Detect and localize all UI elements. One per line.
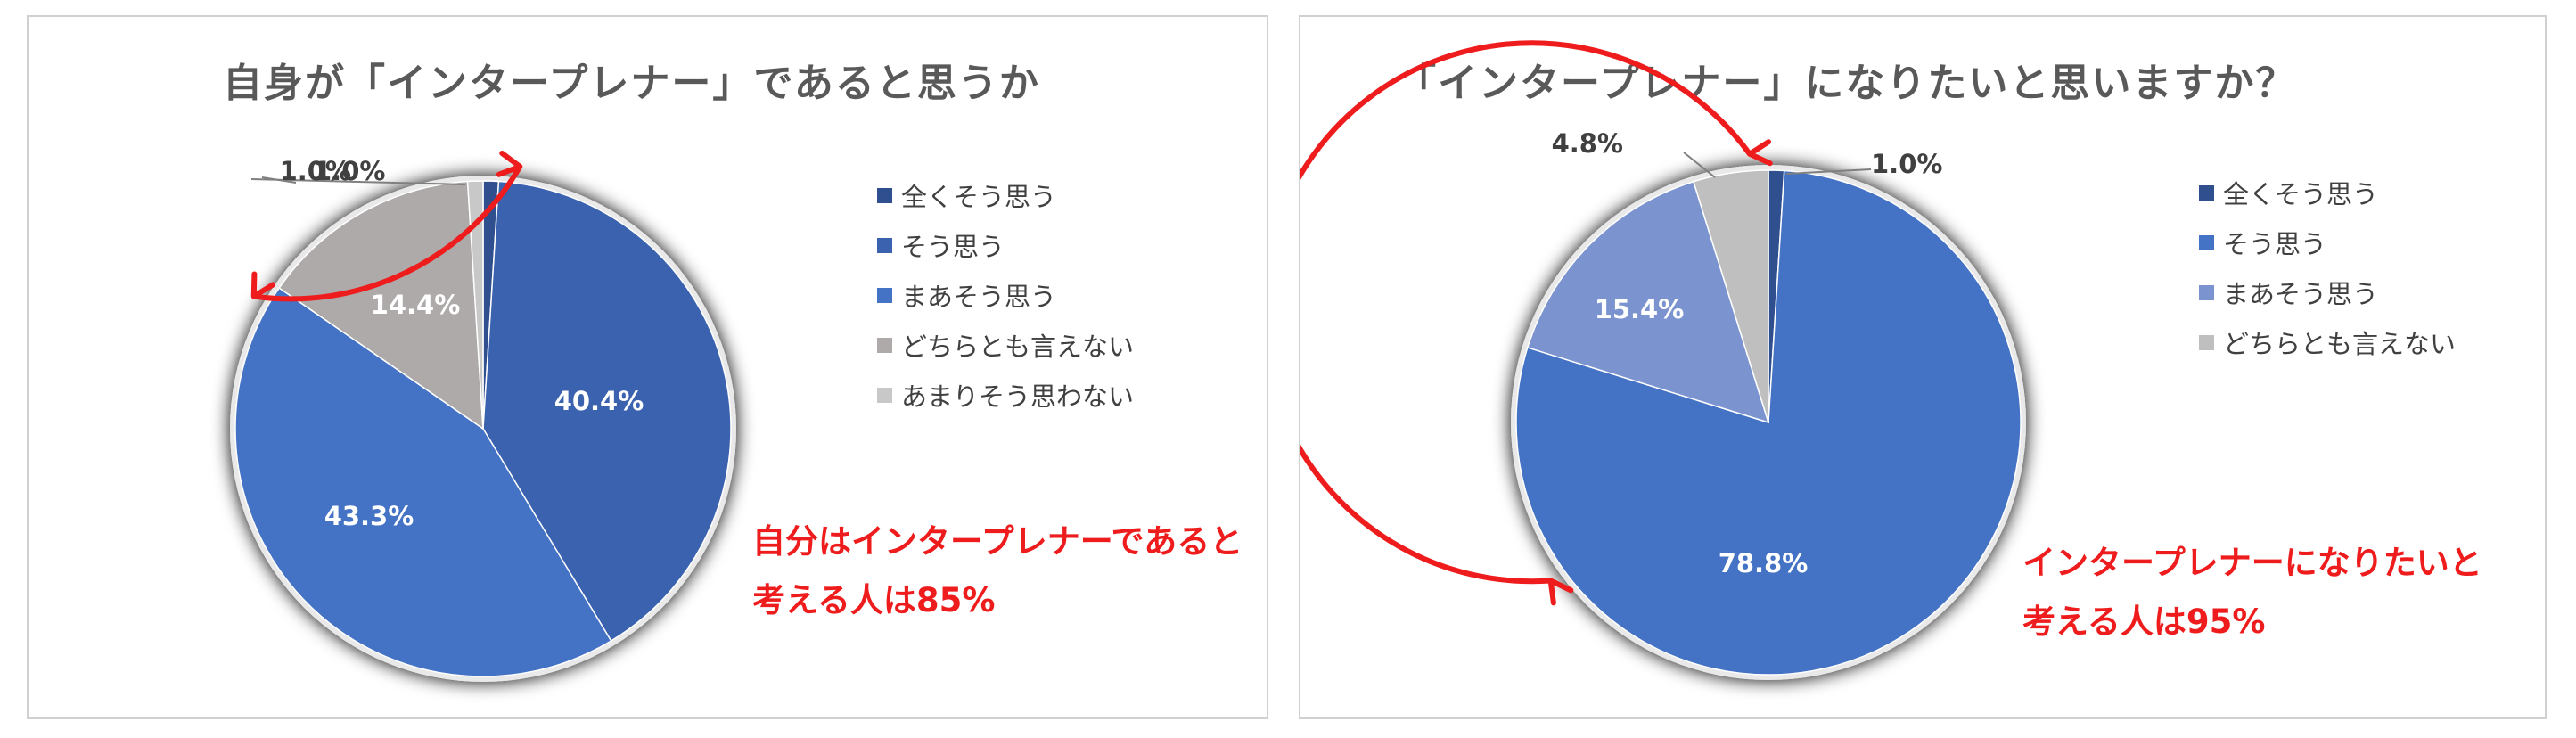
legend-label: そう思う xyxy=(901,232,1005,262)
chart-2-annotation-line-1: インタープレナーになりたいと xyxy=(2022,544,2482,582)
chart-2-title: 「インタープレナー」になりたいと思いますか？ xyxy=(1397,61,2297,106)
legend-item-3: まあそう思う xyxy=(877,270,1134,320)
legend-label: 全くそう思う xyxy=(2223,179,2379,209)
pie-1-arrowhead-1 xyxy=(250,271,276,299)
pie-2-slice-3 xyxy=(1526,180,1770,424)
pie-1-leader-line-5 xyxy=(250,178,466,185)
legend-swatch xyxy=(2199,184,2214,201)
pie-1-data-label-5: 1.0% xyxy=(280,156,351,186)
legend-label: あまりそう思わない xyxy=(901,381,1135,412)
chart-2-annotation-line-2: 考える人は95% xyxy=(2022,603,2266,641)
legend-label: まあそう思う xyxy=(2223,279,2379,309)
pie-2-leader-line-4 xyxy=(1683,152,1716,178)
legend-swatch xyxy=(877,237,892,253)
legend-swatch xyxy=(877,287,892,303)
legend-swatch xyxy=(2199,334,2214,350)
chart-2-legend: 全くそう思う そう思うまあそう思うどちらとも言えない xyxy=(2199,168,2456,367)
legend-item-5: あまりそう思わない xyxy=(877,370,1134,420)
legend-swatch xyxy=(2199,284,2214,300)
pie-2-arrowhead-1 xyxy=(1746,139,1773,167)
pie-2-data-label-4: 4.8% xyxy=(1552,128,1623,159)
legend-label: どちらとも言えない xyxy=(2223,329,2457,359)
pie-2-arrowhead-2 xyxy=(1547,578,1574,606)
pie-chart-2: 1.0% 78.8% 15.4% 4.8% xyxy=(1300,40,2026,680)
pie-2-slice-4 xyxy=(1692,169,1769,423)
pie-2-data-label-2: 78.8% xyxy=(1719,548,1809,578)
legend-swatch xyxy=(877,337,892,353)
chart-1-annotation: 自分はインタープレナーであると 考える人は85% xyxy=(752,512,1243,630)
legend-item-1: 全くそう思う xyxy=(2199,168,2456,217)
pie-2-data-label-1: 1.0% xyxy=(1871,149,1942,179)
chart-1-annotation-line-2: 考える人は85% xyxy=(752,581,996,619)
pie-1-slice-5 xyxy=(466,180,484,430)
pie-2-data-label-3: 15.4% xyxy=(1595,294,1685,324)
legend-item-2: そう思う xyxy=(2199,217,2456,267)
legend-item-3: まあそう思う xyxy=(2199,267,2456,317)
chart-panel-2: 「インタープレナー」になりたいと思いますか？ 1.0% 78.8% 15.4% 4.8… xyxy=(1299,15,2547,719)
pie-1-slice-3 xyxy=(234,287,612,677)
legend-swatch xyxy=(2199,234,2214,250)
legend-label: 全くそう思う xyxy=(901,182,1057,212)
pie-1-slice-2 xyxy=(482,180,732,643)
pie-chart-1: 1.0%40.4%43.3%14.4%1.0% xyxy=(230,150,736,682)
chart-2-annotation: インタープレナーになりたいと 考える人は95% xyxy=(2022,534,2482,652)
pie-2-leader-line-1 xyxy=(1785,168,1872,175)
legend-item-4: どちらとも言えない xyxy=(877,320,1134,370)
legend-label: まあそう思う xyxy=(901,282,1057,312)
chart-1-legend: 全くそう思う そう思うまあそう思うどちらとも言えない あまりそう思わない xyxy=(877,170,1134,420)
chart-panel-1: 自身が「インタープレナー」であると思うか 1.0% 40.4% 43.3% 14.4%… xyxy=(27,15,1268,719)
legend-swatch xyxy=(877,187,892,203)
legend-item-4: どちらとも言えない xyxy=(2199,317,2456,367)
chart-1-title: 自身が「インタープレナー」であると思うか xyxy=(223,61,1040,106)
chart-1-annotation-line-1: 自分はインタープレナーであると xyxy=(752,522,1243,561)
pie-2-highlight-arc xyxy=(1300,40,1752,585)
pie-1-arrowhead-2 xyxy=(496,150,523,177)
legend-item-1: 全くそう思う xyxy=(877,170,1134,220)
pie-1-data-label-4: 14.4% xyxy=(371,290,461,320)
legend-label: そう思う xyxy=(2223,229,2327,259)
pie-1-data-label-2: 40.4% xyxy=(554,386,644,416)
pie-1-highlight-arc xyxy=(253,165,522,302)
legend-swatch xyxy=(877,387,892,403)
pie-1-data-label-3: 43.3% xyxy=(324,501,414,531)
legend-item-2: そう思う xyxy=(877,220,1134,270)
legend-label: どちらとも言えない xyxy=(901,332,1135,362)
